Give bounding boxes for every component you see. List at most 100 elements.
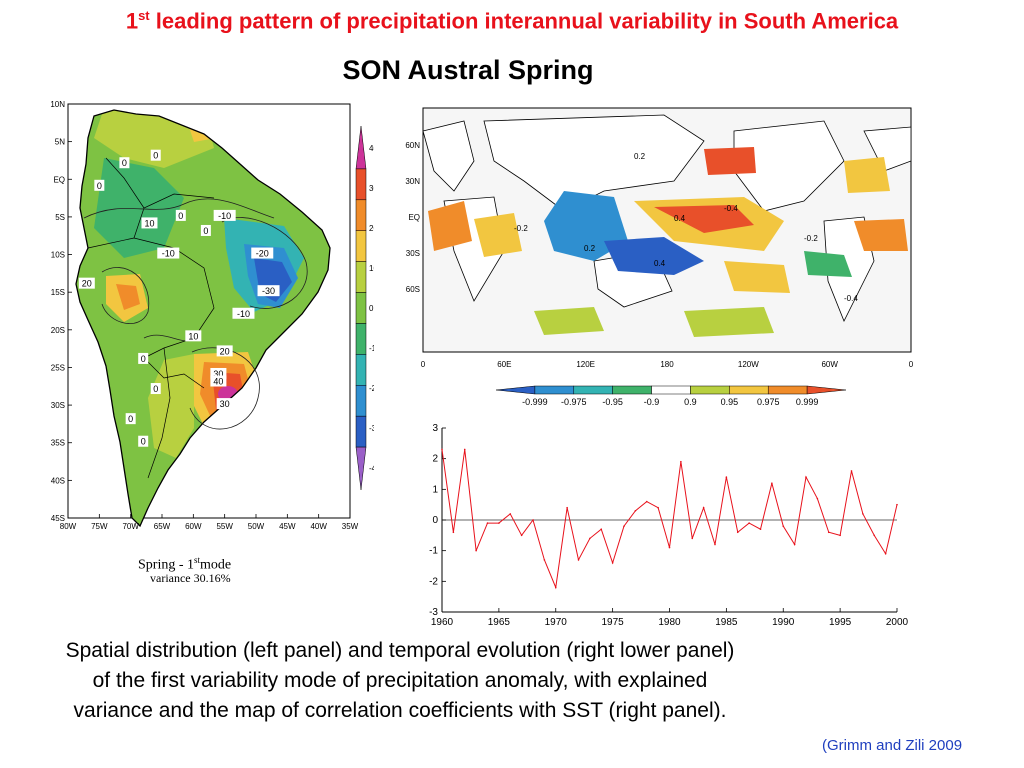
lat-tick-label: EQ bbox=[53, 175, 65, 184]
series-point bbox=[520, 534, 523, 537]
world-lon-label: 60E bbox=[497, 360, 511, 369]
legend-label: 0.95 bbox=[721, 397, 739, 407]
variance-label: variance 30.16% bbox=[150, 571, 231, 585]
world-sst-correlation-map: 0.2 0.4 -0.2 -0.4 0.2 0.4 -0.2 -0.4 60N 30N EQ 30S… bbox=[405, 107, 914, 369]
series-point bbox=[589, 537, 591, 540]
x-tick-label: 1965 bbox=[488, 617, 511, 628]
colorbar-tick-label: -40 bbox=[369, 464, 374, 473]
ts-series bbox=[441, 448, 898, 590]
legend-label: -0.95 bbox=[602, 397, 623, 407]
colorbar-segment bbox=[355, 168, 367, 201]
citation: (Grimm and Zili 2009 bbox=[822, 737, 963, 754]
legend-label: -0.9 bbox=[644, 397, 660, 407]
legend-swatch bbox=[651, 385, 691, 395]
contour-label: -10 bbox=[237, 309, 250, 319]
series-point bbox=[896, 503, 898, 506]
colorbar-segment bbox=[355, 385, 367, 417]
series-point bbox=[816, 497, 819, 500]
lon-tick-label: 75W bbox=[91, 522, 108, 531]
series-point bbox=[611, 562, 614, 564]
contour-label: 0 bbox=[178, 211, 183, 221]
series-point bbox=[623, 525, 625, 527]
series-point bbox=[486, 522, 489, 524]
series-point bbox=[532, 519, 534, 521]
series-point bbox=[725, 476, 728, 478]
lat-tick-label: 10N bbox=[50, 100, 65, 109]
continent-outline bbox=[75, 109, 331, 528]
world-contour-label: -0.4 bbox=[844, 294, 858, 303]
colorbar-segment bbox=[355, 354, 367, 386]
legend-label: -0.999 bbox=[522, 397, 548, 407]
series-point bbox=[873, 534, 876, 537]
legend-label: 0.975 bbox=[757, 397, 780, 407]
world-lon-label: 0 bbox=[909, 360, 914, 369]
world-lat-label: EQ bbox=[408, 213, 420, 222]
series-point bbox=[554, 586, 557, 589]
series-point bbox=[748, 522, 750, 524]
contour-label: -10 bbox=[162, 249, 175, 259]
legend-swatch bbox=[612, 385, 652, 395]
contour-label: 0 bbox=[153, 384, 158, 394]
lat-tick-labels: 10N 5N EQ 5S 10S 15S 20S 25S 30S 35S 40S 45S bbox=[50, 100, 72, 523]
world-lat-label: 60S bbox=[406, 285, 420, 294]
x-tick-label: 2000 bbox=[886, 617, 909, 628]
lon-tick-label: 45W bbox=[279, 522, 296, 531]
series-point bbox=[736, 531, 739, 534]
x-tick-label: 1995 bbox=[829, 617, 852, 628]
x-tick-label: 1985 bbox=[715, 617, 738, 628]
series-point bbox=[463, 448, 466, 451]
series-point bbox=[884, 552, 887, 555]
y-tick-label: 3 bbox=[432, 423, 438, 434]
y-tick-label: 0 bbox=[432, 515, 438, 526]
world-contour-label: 0.4 bbox=[654, 259, 666, 268]
lon-tick-label: 80W bbox=[60, 522, 77, 531]
y-tick-label: -3 bbox=[429, 607, 438, 618]
world-lat-label: 60N bbox=[405, 141, 420, 150]
series-point bbox=[805, 476, 807, 478]
world-lat-label: 30S bbox=[406, 249, 420, 258]
contour-label: 10 bbox=[144, 218, 154, 228]
series-point bbox=[577, 559, 580, 561]
y-tick-label: 2 bbox=[432, 454, 438, 465]
x-tick-label: 1975 bbox=[602, 617, 625, 628]
lat-tick-label: 35S bbox=[51, 439, 65, 448]
world-contour-label: -0.2 bbox=[514, 224, 528, 233]
series-point bbox=[657, 506, 659, 509]
colorbar-tick-label: -10 bbox=[369, 344, 374, 353]
lat-tick-label: 45S bbox=[51, 514, 65, 523]
x-tick-label: 1990 bbox=[772, 617, 795, 628]
contour-label: -10 bbox=[218, 211, 231, 221]
series-point bbox=[714, 543, 716, 546]
series-point bbox=[475, 549, 477, 552]
contour-label: 0 bbox=[97, 181, 102, 191]
legend-swatch bbox=[534, 385, 575, 395]
series-point bbox=[634, 510, 637, 512]
world-lon-label: 0 bbox=[421, 360, 426, 369]
lon-tick-label: 50W bbox=[248, 522, 265, 531]
colorbar-bottom-arrow bbox=[355, 446, 367, 491]
contour-label: 10 bbox=[188, 331, 198, 341]
colorbar-tick-label: 10 bbox=[369, 264, 374, 273]
lon-tick-label: 40W bbox=[310, 522, 327, 531]
series-point bbox=[782, 525, 785, 527]
series-point bbox=[793, 543, 796, 546]
series-point bbox=[702, 506, 705, 509]
series-point bbox=[759, 528, 762, 530]
left-colorbar: 40 30 20 10 0 -10 -20 -30 -40 bbox=[355, 125, 374, 491]
series-point bbox=[680, 460, 682, 463]
lat-tick-label: 40S bbox=[51, 476, 65, 485]
legend-label: 0.9 bbox=[684, 397, 697, 407]
lon-tick-label: 35W bbox=[342, 522, 359, 531]
contour-label: 0 bbox=[203, 226, 208, 236]
world-lat-labels: 60N 30N EQ 30S 60S bbox=[405, 141, 420, 294]
legend-labels: -0.999 -0.975 -0.95 -0.9 0.9 0.95 0.975 0.999 bbox=[522, 397, 818, 407]
lat-tick-label: 20S bbox=[51, 326, 65, 335]
legend-swatches bbox=[495, 385, 847, 395]
legend-swatch bbox=[573, 385, 613, 395]
legend-swatch bbox=[767, 385, 808, 395]
world-contour-label: 0.4 bbox=[674, 214, 686, 223]
world-lon-label: 120W bbox=[738, 360, 759, 369]
colorbar-segment bbox=[355, 199, 367, 231]
y-tick-label: 1 bbox=[432, 484, 438, 495]
